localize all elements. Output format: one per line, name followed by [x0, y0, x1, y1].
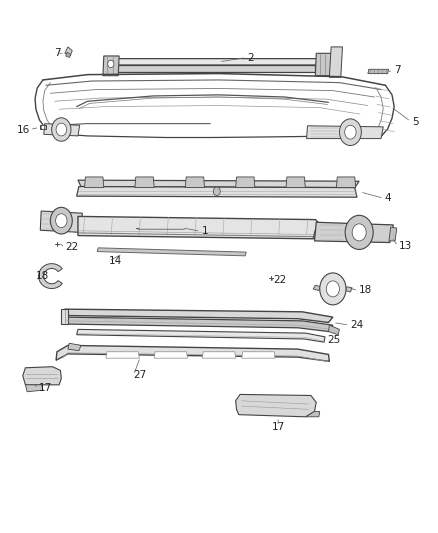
Circle shape: [352, 224, 366, 241]
Polygon shape: [242, 352, 275, 358]
Polygon shape: [78, 180, 359, 188]
Polygon shape: [103, 56, 119, 76]
Polygon shape: [97, 248, 246, 256]
Circle shape: [56, 214, 67, 228]
Polygon shape: [135, 177, 154, 188]
Polygon shape: [25, 385, 43, 392]
Polygon shape: [106, 352, 139, 358]
Text: 17: 17: [272, 423, 285, 432]
Text: 14: 14: [109, 256, 122, 266]
Text: 22: 22: [65, 243, 78, 252]
Polygon shape: [39, 264, 62, 288]
Text: 24: 24: [350, 320, 364, 330]
Polygon shape: [110, 65, 315, 72]
Text: 18: 18: [359, 286, 372, 295]
Circle shape: [213, 187, 220, 196]
Polygon shape: [65, 47, 72, 56]
Polygon shape: [66, 52, 71, 58]
Polygon shape: [40, 211, 82, 232]
Polygon shape: [336, 177, 356, 188]
Polygon shape: [85, 177, 104, 188]
Polygon shape: [313, 285, 321, 290]
Circle shape: [320, 273, 346, 305]
Text: 13: 13: [399, 241, 412, 251]
Circle shape: [50, 207, 72, 234]
Polygon shape: [77, 329, 325, 342]
Polygon shape: [40, 125, 46, 129]
Polygon shape: [185, 177, 205, 188]
Polygon shape: [61, 309, 68, 324]
Text: 4: 4: [385, 193, 391, 203]
Circle shape: [326, 281, 339, 297]
Text: 5: 5: [412, 117, 418, 126]
Polygon shape: [154, 352, 187, 358]
Text: 25: 25: [328, 335, 341, 345]
Text: 7: 7: [394, 66, 401, 75]
Circle shape: [345, 125, 356, 139]
Polygon shape: [68, 343, 81, 351]
Polygon shape: [78, 216, 320, 239]
Circle shape: [345, 215, 373, 249]
Polygon shape: [286, 177, 305, 188]
Polygon shape: [368, 69, 389, 74]
Polygon shape: [345, 287, 352, 292]
Circle shape: [56, 123, 67, 136]
Polygon shape: [236, 394, 316, 417]
Polygon shape: [389, 227, 397, 241]
Polygon shape: [65, 309, 333, 322]
Circle shape: [339, 119, 361, 146]
Polygon shape: [314, 222, 393, 243]
Circle shape: [41, 125, 45, 130]
Text: 7: 7: [53, 49, 60, 58]
Polygon shape: [315, 53, 334, 76]
Polygon shape: [236, 177, 255, 188]
Circle shape: [52, 118, 71, 141]
Polygon shape: [307, 126, 383, 139]
Polygon shape: [65, 317, 333, 332]
Circle shape: [108, 60, 114, 68]
Text: 27: 27: [134, 370, 147, 380]
Polygon shape: [328, 325, 339, 335]
Text: 17: 17: [39, 383, 52, 393]
Text: 18: 18: [36, 271, 49, 281]
Text: 1: 1: [201, 227, 208, 236]
Text: 16: 16: [17, 125, 30, 134]
Text: 2: 2: [247, 53, 254, 62]
Polygon shape: [77, 187, 357, 197]
Polygon shape: [202, 352, 236, 358]
Text: 22: 22: [274, 276, 287, 285]
Polygon shape: [23, 367, 61, 385]
Polygon shape: [56, 345, 329, 361]
Polygon shape: [44, 124, 80, 136]
Polygon shape: [329, 47, 343, 77]
Polygon shape: [306, 411, 320, 417]
Polygon shape: [110, 59, 320, 65]
